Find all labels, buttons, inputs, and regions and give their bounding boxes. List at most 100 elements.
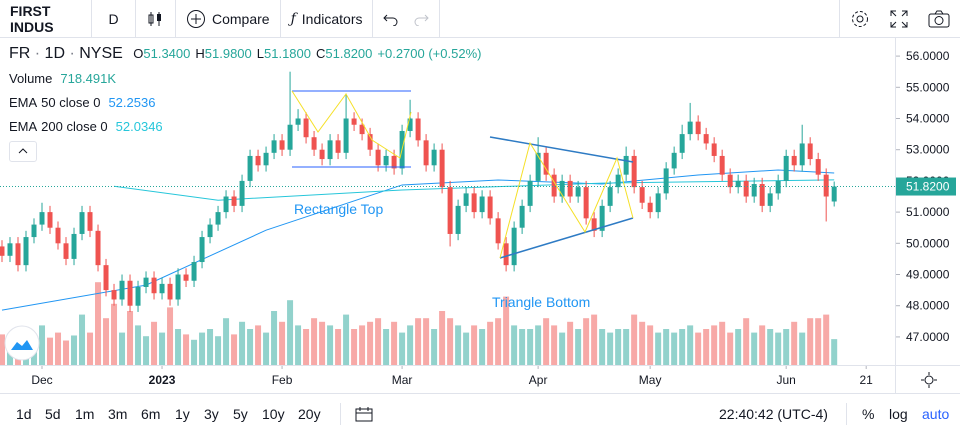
range-button[interactable]: 3y	[204, 406, 219, 422]
range-button[interactable]: 1y	[175, 406, 190, 422]
date-range-icon[interactable]	[355, 406, 373, 425]
volume-bar	[231, 334, 238, 365]
indicator-row: EMA 50 close 0 52.2536	[9, 95, 155, 110]
candle-body	[583, 187, 589, 219]
ohlc-key: H	[195, 46, 205, 61]
triangle-lower-line	[499, 217, 634, 259]
candle-body	[247, 155, 253, 181]
volume-bar	[447, 318, 454, 365]
bottom-bar: 22:40:42 (UTC-4) % log auto 1d 5d 1m 3m 6m 1y…	[0, 393, 960, 433]
percent-toggle[interactable]: %	[862, 406, 875, 422]
legend-exchange: NYSE	[79, 45, 123, 62]
y-tick-label: 47.0000	[906, 330, 950, 344]
volume-bar	[671, 332, 678, 365]
volume-bar	[767, 329, 774, 365]
candle-body	[95, 230, 101, 266]
candle-body	[423, 140, 429, 166]
candle-body	[407, 118, 413, 131]
volume-bar	[807, 318, 814, 365]
candle-body	[271, 140, 277, 153]
volume-bar	[495, 318, 502, 365]
ema-line	[113, 179, 835, 201]
candle-body	[487, 196, 493, 219]
volume-bar	[303, 329, 310, 365]
compare-button[interactable]: Compare	[176, 0, 281, 38]
candle-body	[727, 174, 733, 188]
indicators-button[interactable]: ƒ Indicators	[281, 0, 374, 38]
log-toggle[interactable]: log	[889, 406, 908, 422]
range-button[interactable]: 5d	[45, 406, 61, 422]
candle-body	[687, 121, 693, 135]
undo-redo[interactable]	[373, 0, 441, 38]
volume-bar	[431, 329, 438, 365]
chart-type[interactable]	[136, 0, 176, 38]
candle-body	[471, 193, 477, 213]
indicator-name: EMA	[9, 119, 38, 134]
volume-bar	[439, 311, 446, 365]
triangle-upper-line	[489, 136, 634, 163]
range-button[interactable]: 5y	[233, 406, 248, 422]
range-button[interactable]: 1m	[75, 406, 95, 422]
range-button[interactable]: 20y	[298, 406, 321, 422]
candle-body	[519, 205, 525, 228]
logo	[4, 325, 40, 361]
x-tick-label: Apr	[529, 373, 548, 387]
volume-bar	[335, 329, 342, 365]
time-axis-settings[interactable]	[921, 372, 937, 388]
volume-bar	[591, 314, 598, 365]
volume-bar	[311, 318, 318, 365]
y-tick-label: 50.0000	[906, 236, 950, 250]
candle-body	[671, 152, 677, 169]
volume-bar	[407, 325, 414, 365]
ohlc-value: 51.9800	[204, 46, 252, 61]
volume-bar	[359, 325, 366, 365]
candle-body	[815, 159, 821, 175]
volume-bar	[527, 329, 534, 365]
y-tick-label: 48.0000	[906, 299, 950, 313]
range-button[interactable]: 3m	[108, 406, 128, 422]
candle-body	[319, 149, 325, 160]
volume-bar	[511, 325, 518, 365]
candle-body	[223, 196, 229, 213]
candle-layer	[0, 71, 837, 312]
y-tick-label: 55.0000	[906, 80, 950, 94]
volume-bar	[567, 321, 574, 365]
auto-toggle[interactable]: auto	[922, 406, 950, 422]
volume-bar	[79, 314, 86, 365]
drawings: Rectangle Top Triangle Bottom	[291, 90, 634, 310]
candle-body	[711, 143, 717, 156]
volume-bar	[687, 325, 694, 365]
candle-body	[255, 155, 261, 166]
candle-body	[103, 265, 109, 291]
volume-bar	[247, 329, 254, 365]
candle-body	[87, 212, 93, 231]
symbol[interactable]: FIRST INDUS	[0, 0, 92, 38]
indicator-row: EMA 200 close 0 52.0346	[9, 119, 163, 134]
volume-bar	[479, 329, 486, 365]
candle-body	[791, 155, 797, 166]
range-button[interactable]: 6m	[141, 406, 161, 422]
candle-body	[343, 118, 349, 153]
volume-bar	[551, 325, 558, 365]
interval[interactable]: D	[92, 0, 136, 38]
volume-bar	[183, 334, 190, 365]
x-tick-label: 21	[860, 373, 874, 387]
candle-body	[327, 140, 333, 160]
collapse-button[interactable]	[9, 141, 37, 162]
volume-bar	[295, 325, 302, 365]
candle-body	[551, 174, 557, 197]
volume-bar	[791, 321, 798, 365]
range-button[interactable]: 10y	[262, 406, 285, 422]
candle-body	[111, 290, 117, 300]
candle-body	[631, 155, 637, 188]
volume-bar	[255, 325, 262, 365]
candle-body	[215, 212, 221, 225]
volume-bar	[351, 329, 358, 365]
candle-body	[127, 280, 133, 306]
settings-group[interactable]	[839, 0, 960, 38]
volume-bar	[759, 325, 766, 365]
chart: Rectangle Top Triangle Bottom 56.0000 55.…	[0, 38, 960, 393]
volume-bar	[383, 329, 390, 365]
range-button[interactable]: 1d	[16, 406, 32, 422]
candle-body	[639, 187, 645, 203]
